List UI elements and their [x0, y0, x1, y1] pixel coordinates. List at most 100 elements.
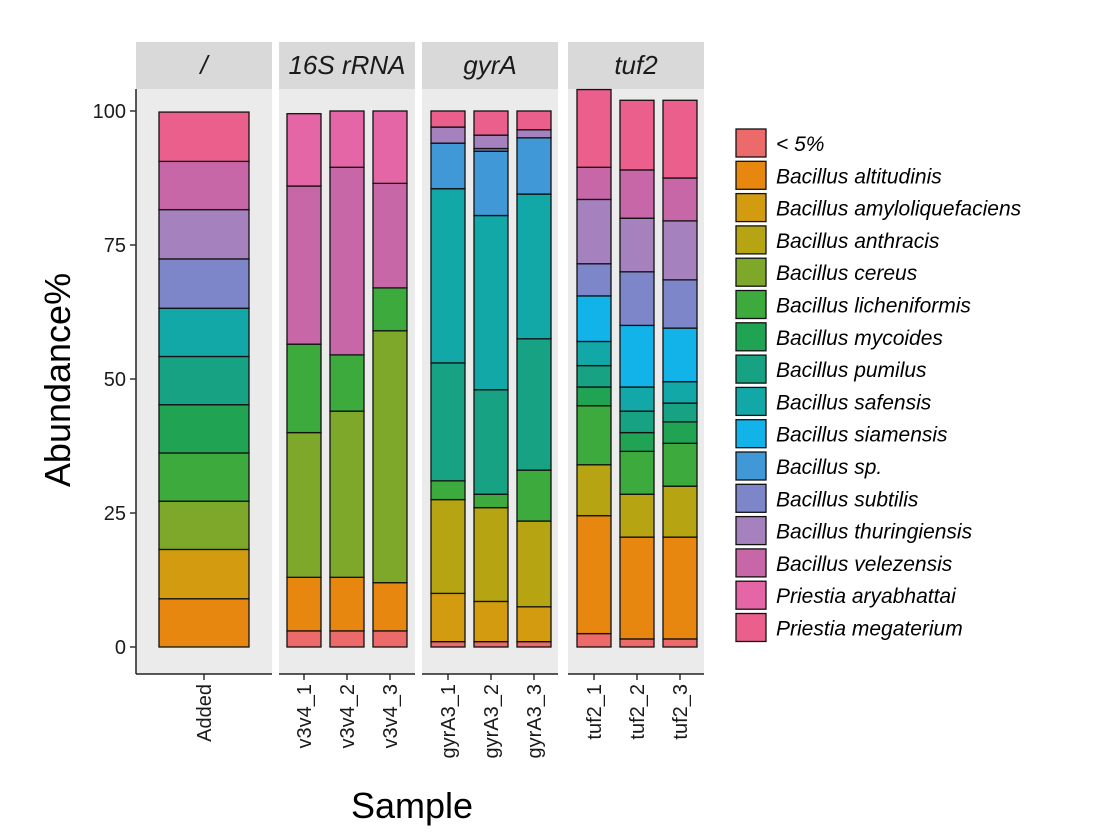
bar-segment — [516, 606, 552, 643]
legend-swatch — [735, 451, 767, 481]
bar-segment — [430, 126, 466, 144]
bar-segment — [516, 129, 552, 139]
y-tick-label: 25 — [104, 503, 126, 525]
bar-segment — [516, 469, 552, 522]
bar-segment — [619, 638, 655, 648]
facet-strip-label: 16S rRNA — [288, 50, 405, 80]
bar-segment — [619, 493, 655, 538]
legend-swatch — [735, 192, 767, 223]
x-axis-title: Sample — [351, 785, 473, 826]
x-tick-label: tuf2_3 — [670, 684, 692, 740]
bar-segment — [516, 640, 552, 648]
bar-segment — [372, 582, 408, 632]
bar-segment — [158, 598, 250, 648]
legend-swatch — [735, 128, 767, 158]
bar-segment — [372, 287, 408, 332]
bar-segment — [576, 88, 612, 168]
bar-segment — [430, 142, 466, 190]
legend-swatch — [735, 483, 767, 513]
bar-segment — [158, 500, 250, 551]
bar-segment — [576, 515, 612, 635]
axes: Added v3v4_1 v3v4_2 v3v4_3 gyrA3_1 gyrA3_2 gyr… — [93, 89, 704, 759]
bar-segment — [158, 307, 250, 358]
legend-label: Bacillus cereus — [776, 262, 918, 285]
bar-segment — [619, 99, 655, 171]
facet-strip — [279, 42, 415, 89]
bar-segment — [158, 404, 250, 454]
legend-label: Bacillus siamensis — [776, 424, 948, 447]
bar-segment — [576, 166, 612, 201]
legend-label: Bacillus mycoides — [776, 327, 943, 350]
bar-segment — [329, 410, 365, 578]
bar-segment — [372, 110, 408, 185]
bar-segment — [619, 431, 655, 453]
bar-segment — [619, 217, 655, 273]
bar-segment — [619, 271, 655, 327]
bar-segment — [619, 169, 655, 219]
bar-segment — [286, 431, 322, 578]
bar-segment — [662, 536, 698, 640]
bar-segment — [516, 110, 552, 131]
bar-segment — [329, 576, 365, 632]
y-axis-title: Abundance% — [37, 273, 78, 487]
legend-swatch — [735, 322, 767, 352]
bar-segment — [430, 480, 466, 501]
bar-segment — [662, 177, 698, 222]
bar-segment — [662, 638, 698, 648]
bar-segment — [430, 110, 466, 128]
legend-label: Bacillus amyloliquefaciens — [776, 198, 1022, 221]
bar-segment — [576, 405, 612, 466]
bar-segment — [286, 576, 322, 632]
bar-segment — [516, 193, 552, 340]
legend-label: Bacillus pumilus — [776, 359, 927, 382]
bar-segment — [286, 185, 322, 345]
bar-segment — [430, 188, 466, 364]
bar-segment — [662, 279, 698, 329]
y-tick-label: 50 — [104, 369, 126, 391]
bar-segment — [372, 630, 408, 648]
bar-segment — [430, 498, 466, 595]
bar-segment — [662, 485, 698, 538]
bar-segment — [329, 630, 365, 648]
legend-label: Bacillus licheniformis — [776, 295, 971, 318]
bar-segment — [473, 389, 509, 495]
bar-segment — [473, 493, 509, 509]
bar-segment — [473, 506, 509, 603]
legend-label: Bacillus safensis — [776, 391, 932, 414]
legend-swatch — [735, 257, 767, 287]
y-tick-label: 0 — [115, 637, 126, 659]
bar-segment — [473, 600, 509, 643]
x-tick-label: gyrA3_2 — [481, 684, 503, 759]
bar-segment — [158, 160, 250, 211]
facet-strip-label: tuf2 — [614, 50, 658, 80]
legend-swatch — [735, 354, 767, 384]
bar-segment — [619, 324, 655, 388]
legend-label: Priestia aryabhattai — [776, 585, 957, 608]
bar-segment — [430, 640, 466, 648]
bar-segment — [372, 330, 408, 584]
bar-segment — [662, 421, 698, 444]
bar-segment — [662, 381, 698, 404]
x-tick-label: gyrA3_3 — [524, 684, 546, 759]
bar-segment — [662, 442, 698, 487]
bar-segment — [158, 548, 250, 600]
facet-strip — [568, 42, 704, 89]
bar-segment — [473, 640, 509, 648]
bar-segment — [576, 295, 612, 343]
legend-swatch — [735, 548, 767, 578]
y-tick-label: 75 — [104, 235, 126, 257]
x-tick-label: Added — [194, 684, 216, 742]
legend-swatch — [735, 289, 767, 320]
facet-strip — [136, 42, 272, 89]
legend-label: < 5% — [776, 133, 824, 156]
facet-strip-label: / — [198, 50, 210, 80]
facet-strip-label: gyrA — [463, 50, 516, 80]
bar-segment — [619, 410, 655, 434]
bar-segment — [286, 113, 322, 187]
bar-segment — [473, 214, 509, 391]
facet-strip — [422, 42, 558, 89]
bar-segment — [619, 450, 655, 495]
bar-segment — [286, 630, 322, 648]
bar-segment — [158, 111, 250, 163]
bar-segment — [473, 134, 509, 150]
